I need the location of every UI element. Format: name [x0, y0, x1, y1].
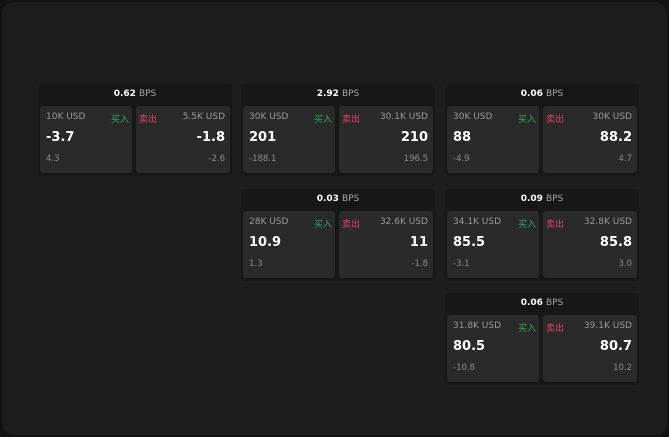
buy-quantity: 10K USD [46, 112, 86, 122]
sell-quantity: 32.8K USD [583, 217, 632, 227]
sell-label: 卖出 [342, 115, 361, 125]
buy-button[interactable]: 10K USD 买入 -3.7 4.3 [40, 106, 132, 173]
spread-value: 2.92 [316, 89, 339, 99]
buy-button[interactable]: 30K USD 买入 88 -4.9 [447, 106, 539, 173]
spread-unit: BPS [545, 194, 564, 204]
sell-price: 210 [400, 130, 428, 145]
price-tile: 0.03 BPS 28K USD 买入 10.9 1.3 卖出 32.6K USD… [241, 189, 435, 281]
buy-price: 80.5 [453, 339, 486, 354]
buy-price: 10.9 [249, 235, 282, 250]
buy-change: 1.3 [249, 259, 263, 269]
spread-value: 0.03 [316, 194, 339, 204]
sell-change: 3.0 [618, 259, 632, 269]
buy-quantity: 31.8K USD [453, 321, 502, 331]
spread-header: 2.92 BPS [241, 84, 435, 105]
sell-change: 4.7 [618, 154, 632, 164]
sell-label: 卖出 [342, 220, 361, 230]
price-tile: 0.09 BPS 34.1K USD 买入 85.5 -3.1 卖出 32.8K … [445, 189, 639, 281]
spread-value: 0.06 [520, 89, 543, 99]
sell-label: 卖出 [546, 115, 565, 125]
buy-quantity: 30K USD [249, 112, 289, 122]
sell-button[interactable]: 卖出 30K USD 88.2 4.7 [543, 106, 637, 173]
sell-button[interactable]: 卖出 5.5K USD -1.8 -2.6 [136, 106, 230, 173]
spread-unit: BPS [138, 89, 157, 99]
spread-unit: BPS [545, 298, 564, 308]
sell-price: 80.7 [599, 339, 632, 354]
buy-change: -3.1 [453, 259, 470, 269]
buy-label: 买入 [517, 220, 536, 230]
sell-label: 卖出 [546, 220, 565, 230]
buy-label: 买入 [517, 115, 536, 125]
sell-change: -2.6 [208, 154, 225, 164]
price-tile: 0.06 BPS 31.8K USD 买入 80.5 -10.8 卖出 39.1K… [445, 293, 639, 385]
sell-label: 卖出 [546, 324, 565, 334]
buy-button[interactable]: 30K USD 买入 201 -188.1 [243, 106, 335, 173]
sell-label: 卖出 [139, 115, 158, 125]
buy-label: 买入 [110, 115, 129, 125]
sell-change: -1.8 [411, 259, 428, 269]
buy-quantity: 28K USD [249, 217, 289, 227]
spread-unit: BPS [341, 89, 360, 99]
sell-change: 10.2 [613, 363, 632, 373]
sell-price: 11 [409, 235, 428, 250]
sell-quantity: 32.6K USD [379, 217, 428, 227]
sell-button[interactable]: 卖出 32.6K USD 11 -1.8 [339, 211, 433, 278]
buy-price: -3.7 [46, 130, 75, 145]
sell-price: 88.2 [599, 130, 632, 145]
buy-change: -188.1 [249, 154, 277, 164]
sell-price: 85.8 [599, 235, 632, 250]
sell-button[interactable]: 卖出 30.1K USD 210 196.5 [339, 106, 433, 173]
sell-button[interactable]: 卖出 32.8K USD 85.8 3.0 [543, 211, 637, 278]
buy-label: 买入 [313, 220, 332, 230]
spread-unit: BPS [341, 194, 360, 204]
spread-header: 0.06 BPS [445, 84, 639, 105]
spread-value: 0.09 [520, 194, 543, 204]
buy-quantity: 34.1K USD [453, 217, 502, 227]
sell-price: -1.8 [196, 130, 225, 145]
buy-label: 买入 [517, 324, 536, 334]
price-tile: 0.62 BPS 10K USD 买入 -3.7 4.3 卖出 5.5K USD … [38, 84, 232, 176]
buy-price: 88 [453, 130, 472, 145]
buy-button[interactable]: 31.8K USD 买入 80.5 -10.8 [447, 315, 539, 382]
buy-quantity: 30K USD [453, 112, 493, 122]
buy-change: -10.8 [453, 363, 475, 373]
spread-header: 0.09 BPS [445, 189, 639, 210]
spread-header: 0.06 BPS [445, 293, 639, 314]
buy-price: 201 [249, 130, 277, 145]
sell-quantity: 30.1K USD [379, 112, 428, 122]
buy-button[interactable]: 28K USD 买入 10.9 1.3 [243, 211, 335, 278]
sell-quantity: 5.5K USD [182, 112, 225, 122]
spread-header: 0.03 BPS [241, 189, 435, 210]
buy-price: 85.5 [453, 235, 486, 250]
buy-button[interactable]: 34.1K USD 买入 85.5 -3.1 [447, 211, 539, 278]
price-tile: 2.92 BPS 30K USD 买入 201 -188.1 卖出 30.1K U… [241, 84, 435, 176]
sell-quantity: 39.1K USD [583, 321, 632, 331]
spread-value: 0.06 [520, 298, 543, 308]
price-tile: 0.06 BPS 30K USD 买入 88 -4.9 卖出 30K USD 88… [445, 84, 639, 176]
spread-value: 0.62 [113, 89, 136, 99]
sell-change: 196.5 [403, 154, 428, 164]
buy-change: 4.3 [46, 154, 60, 164]
sell-quantity: 30K USD [592, 112, 632, 122]
sell-button[interactable]: 卖出 39.1K USD 80.7 10.2 [543, 315, 637, 382]
spread-header: 0.62 BPS [38, 84, 232, 105]
spread-unit: BPS [545, 89, 564, 99]
buy-change: -4.9 [453, 154, 470, 164]
buy-label: 买入 [313, 115, 332, 125]
